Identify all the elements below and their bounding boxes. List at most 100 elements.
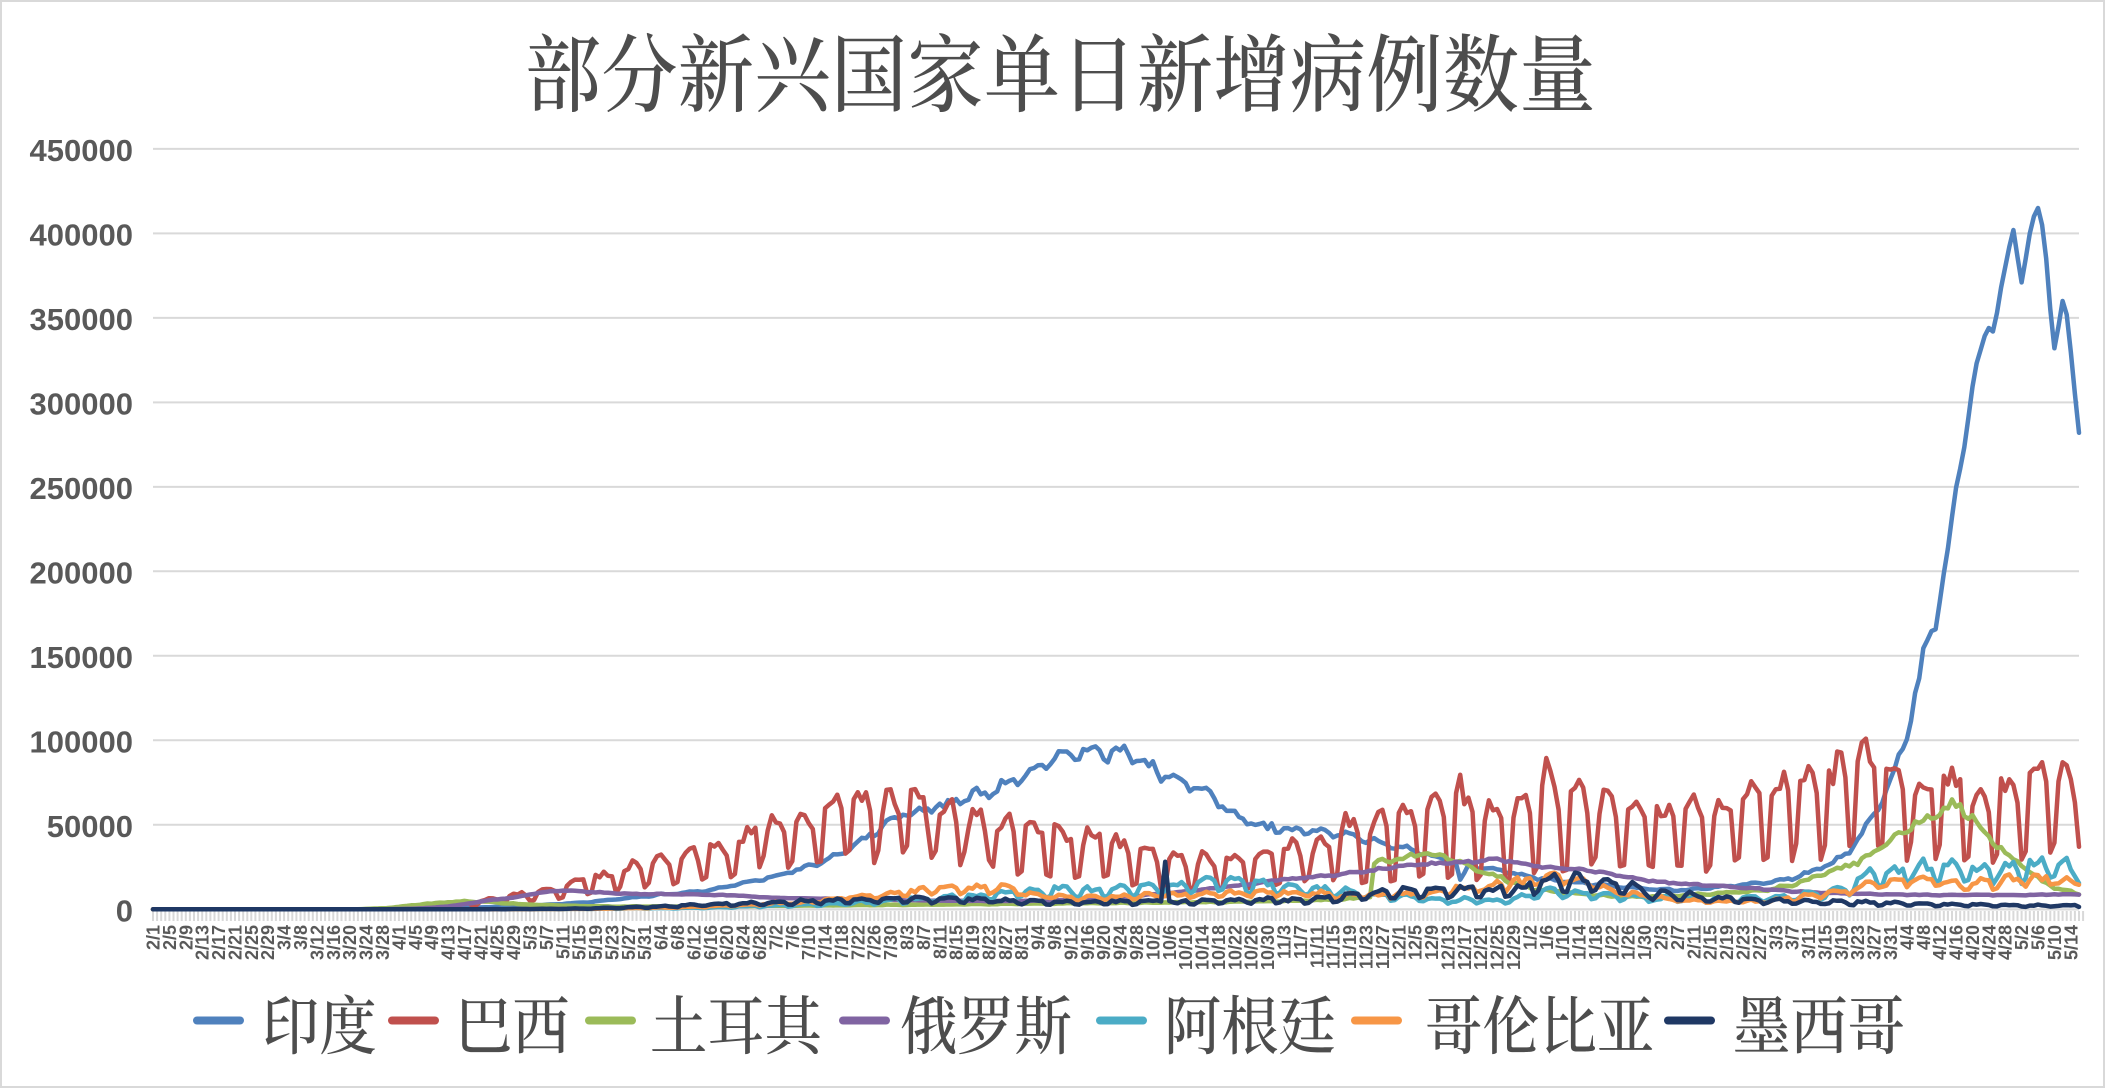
svg-text:5/27: 5/27 bbox=[619, 925, 639, 960]
svg-text:3/11: 3/11 bbox=[1799, 925, 1819, 959]
svg-text:2/23: 2/23 bbox=[1734, 925, 1754, 960]
svg-text:1/6: 1/6 bbox=[1537, 925, 1557, 950]
svg-text:4/8: 4/8 bbox=[1914, 925, 1934, 950]
svg-text:4/17: 4/17 bbox=[455, 925, 475, 960]
svg-text:7/2: 7/2 bbox=[766, 925, 786, 950]
svg-text:7/14: 7/14 bbox=[816, 925, 836, 960]
svg-text:3/12: 3/12 bbox=[307, 925, 327, 960]
svg-text:250000: 250000 bbox=[30, 471, 133, 506]
svg-text:3/23: 3/23 bbox=[1848, 925, 1868, 960]
svg-text:9/4: 9/4 bbox=[1029, 925, 1049, 950]
svg-text:10/30: 10/30 bbox=[1258, 925, 1278, 970]
svg-text:2/15: 2/15 bbox=[1701, 925, 1721, 960]
svg-text:450000: 450000 bbox=[30, 133, 133, 168]
svg-text:8/31: 8/31 bbox=[1012, 925, 1032, 960]
svg-text:150000: 150000 bbox=[30, 640, 133, 675]
svg-text:4/21: 4/21 bbox=[471, 925, 491, 960]
svg-text:4/25: 4/25 bbox=[488, 925, 508, 960]
svg-text:10/2: 10/2 bbox=[1143, 925, 1163, 960]
svg-text:2/17: 2/17 bbox=[209, 925, 229, 960]
svg-text:4/29: 4/29 bbox=[504, 925, 524, 960]
svg-text:10/18: 10/18 bbox=[1209, 925, 1229, 970]
svg-text:12/21: 12/21 bbox=[1471, 925, 1491, 970]
svg-text:8/23: 8/23 bbox=[980, 925, 1000, 960]
svg-text:6/16: 6/16 bbox=[701, 925, 721, 960]
svg-text:7/18: 7/18 bbox=[832, 925, 852, 960]
svg-text:5/15: 5/15 bbox=[570, 925, 590, 960]
svg-text:5/7: 5/7 bbox=[537, 925, 557, 950]
svg-text:1/2: 1/2 bbox=[1520, 925, 1540, 950]
svg-text:300000: 300000 bbox=[30, 386, 133, 421]
svg-text:3/8: 3/8 bbox=[291, 925, 311, 950]
svg-text:2/5: 2/5 bbox=[160, 925, 180, 950]
svg-text:50000: 50000 bbox=[47, 809, 133, 844]
svg-text:3/28: 3/28 bbox=[373, 925, 393, 960]
svg-text:3/19: 3/19 bbox=[1832, 925, 1852, 960]
svg-text:9/24: 9/24 bbox=[1111, 925, 1131, 960]
svg-text:2/13: 2/13 bbox=[193, 925, 213, 960]
svg-text:2/1: 2/1 bbox=[144, 925, 164, 950]
svg-text:9/28: 9/28 bbox=[1127, 925, 1147, 960]
svg-text:3/15: 3/15 bbox=[1815, 925, 1835, 960]
svg-text:5/6: 5/6 bbox=[2029, 925, 2049, 950]
svg-text:5/3: 5/3 bbox=[521, 925, 541, 950]
svg-text:10/22: 10/22 bbox=[1225, 925, 1245, 970]
svg-text:3/20: 3/20 bbox=[340, 925, 360, 960]
svg-text:2/21: 2/21 bbox=[226, 925, 246, 960]
svg-text:8/19: 8/19 bbox=[963, 925, 983, 960]
svg-text:200000: 200000 bbox=[30, 555, 133, 590]
svg-text:4/16: 4/16 bbox=[1947, 925, 1967, 960]
svg-text:11/23: 11/23 bbox=[1357, 925, 1377, 969]
svg-text:400000: 400000 bbox=[30, 217, 133, 252]
svg-text:4/1: 4/1 bbox=[389, 925, 409, 950]
svg-text:7/6: 7/6 bbox=[783, 925, 803, 950]
svg-text:5/11: 5/11 bbox=[553, 925, 573, 959]
svg-text:2/19: 2/19 bbox=[1717, 925, 1737, 960]
svg-text:4/28: 4/28 bbox=[1996, 925, 2016, 960]
svg-text:12/29: 12/29 bbox=[1504, 925, 1524, 970]
svg-text:6/20: 6/20 bbox=[717, 925, 737, 960]
svg-text:5/23: 5/23 bbox=[603, 925, 623, 960]
svg-text:1/18: 1/18 bbox=[1586, 925, 1606, 960]
svg-text:8/27: 8/27 bbox=[996, 925, 1016, 960]
svg-text:4/24: 4/24 bbox=[1979, 925, 1999, 960]
svg-text:3/4: 3/4 bbox=[275, 925, 295, 950]
svg-text:11/11: 11/11 bbox=[1307, 925, 1327, 968]
svg-text:1/22: 1/22 bbox=[1602, 925, 1622, 960]
svg-text:6/8: 6/8 bbox=[668, 925, 688, 950]
svg-text:2/3: 2/3 bbox=[1652, 925, 1672, 950]
svg-text:11/3: 11/3 bbox=[1275, 925, 1295, 959]
svg-text:10/14: 10/14 bbox=[1193, 925, 1213, 970]
svg-text:2/27: 2/27 bbox=[1750, 925, 1770, 960]
svg-text:10/6: 10/6 bbox=[1160, 925, 1180, 960]
svg-text:10/10: 10/10 bbox=[1176, 925, 1196, 970]
svg-text:12/13: 12/13 bbox=[1438, 925, 1458, 970]
svg-text:12/17: 12/17 bbox=[1455, 925, 1475, 970]
svg-text:4/13: 4/13 bbox=[439, 925, 459, 960]
svg-text:3/16: 3/16 bbox=[324, 925, 344, 960]
svg-text:12/9: 12/9 bbox=[1422, 925, 1442, 960]
svg-text:11/19: 11/19 bbox=[1340, 925, 1360, 969]
svg-text:1/10: 1/10 bbox=[1553, 925, 1573, 960]
svg-text:6/12: 6/12 bbox=[684, 925, 704, 960]
svg-text:7/26: 7/26 bbox=[865, 925, 885, 960]
svg-text:4/9: 4/9 bbox=[422, 925, 442, 950]
svg-text:9/20: 9/20 bbox=[1094, 925, 1114, 960]
svg-text:1/30: 1/30 bbox=[1635, 925, 1655, 960]
svg-text:7/22: 7/22 bbox=[848, 925, 868, 960]
svg-text:4/5: 4/5 bbox=[406, 925, 426, 950]
svg-text:5/14: 5/14 bbox=[2061, 925, 2081, 960]
svg-text:2/11: 2/11 bbox=[1684, 925, 1704, 959]
svg-text:2/25: 2/25 bbox=[242, 925, 262, 960]
svg-text:9/12: 9/12 bbox=[1061, 925, 1081, 960]
svg-text:5/31: 5/31 bbox=[635, 925, 655, 960]
svg-text:3/3: 3/3 bbox=[1766, 925, 1786, 950]
svg-text:2/7: 2/7 bbox=[1668, 925, 1688, 950]
svg-text:3/7: 3/7 bbox=[1783, 925, 1803, 950]
svg-text:5/10: 5/10 bbox=[2045, 925, 2065, 960]
svg-text:2/9: 2/9 bbox=[176, 925, 196, 950]
svg-text:5/19: 5/19 bbox=[586, 925, 606, 960]
svg-text:12/5: 12/5 bbox=[1406, 925, 1426, 960]
svg-text:1/26: 1/26 bbox=[1619, 925, 1639, 960]
svg-text:9/16: 9/16 bbox=[1078, 925, 1098, 960]
